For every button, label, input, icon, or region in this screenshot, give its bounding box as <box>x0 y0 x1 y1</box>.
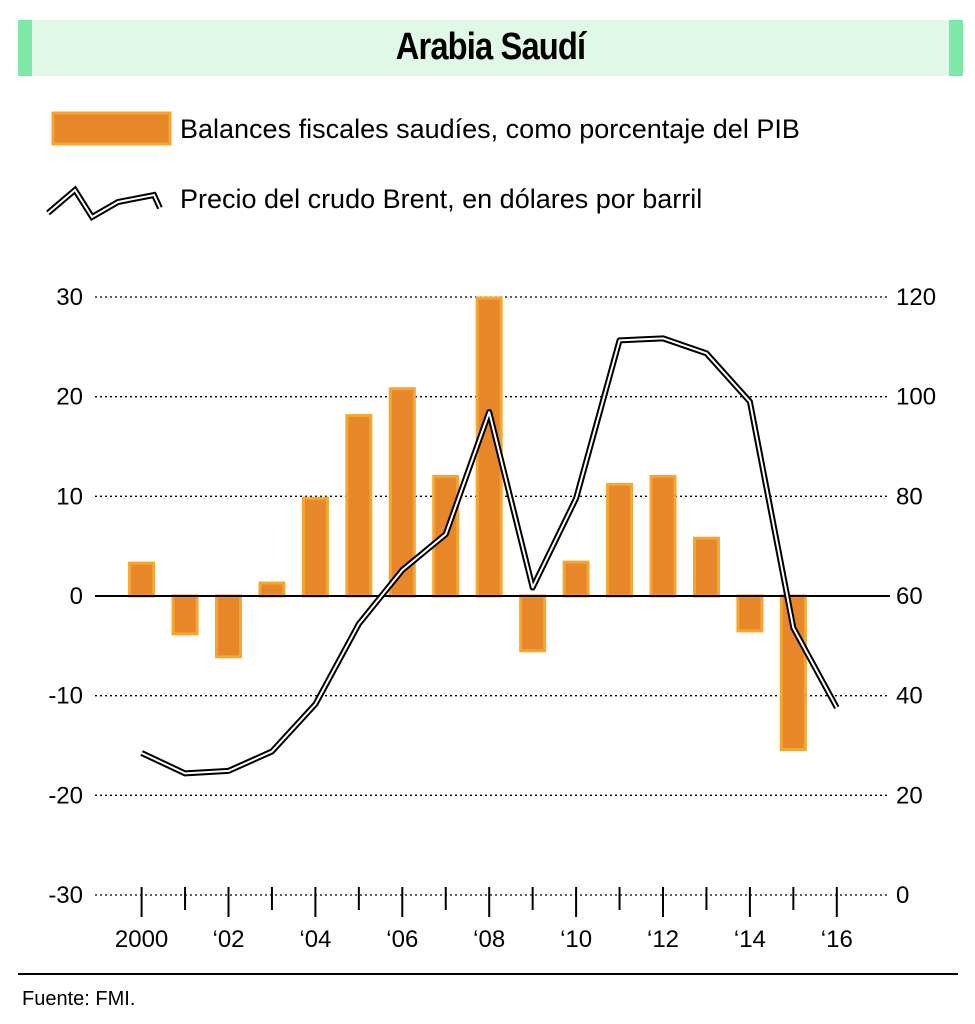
x-tick-label: ‘12 <box>647 926 679 953</box>
bar <box>301 496 329 598</box>
right-tick-label: 120 <box>896 284 936 311</box>
bar <box>128 561 156 598</box>
x-tick-label: ‘16 <box>821 926 853 953</box>
title-band-right-edge <box>949 20 963 76</box>
legend-bar-label: Balances fiscales saudíes, como porcenta… <box>180 114 800 144</box>
x-tick-label: ‘10 <box>560 926 592 953</box>
bar <box>649 474 677 598</box>
x-tick-label: 2000 <box>115 926 168 953</box>
bar <box>519 594 547 653</box>
x-tick-label: ‘06 <box>386 926 418 953</box>
bar <box>215 594 242 659</box>
bar-series <box>128 296 807 751</box>
left-tick-label: -20 <box>48 782 83 809</box>
x-tick-label: ‘02 <box>212 926 244 953</box>
bar <box>345 414 373 598</box>
left-tick-label: -30 <box>48 882 83 909</box>
line-series <box>140 335 840 777</box>
source-note: Fuente: FMI. <box>22 988 136 1010</box>
right-tick-label: 20 <box>896 782 923 809</box>
title-band: Arabia Saudí <box>18 20 963 76</box>
left-tick-label: 30 <box>56 284 83 311</box>
left-tick-label: -10 <box>48 683 83 710</box>
legend-bar-swatch <box>51 111 172 146</box>
chart-title: Arabia Saudí <box>395 26 586 68</box>
x-tick-label: ‘04 <box>299 926 331 953</box>
left-tick-label: 0 <box>70 583 83 610</box>
title-band-left-edge <box>18 20 32 76</box>
legend-line-swatch-outline <box>46 185 163 222</box>
right-tick-label: 100 <box>896 384 936 411</box>
bar <box>692 536 720 598</box>
brent-line <box>141 337 838 775</box>
bar <box>606 482 634 598</box>
bar <box>258 581 286 598</box>
x-tick-label: ‘08 <box>473 926 505 953</box>
left-axis: 30 20 10 0 -10 -20 -30 <box>48 284 83 909</box>
footer-rule <box>18 973 958 975</box>
left-tick-label: 20 <box>56 384 83 411</box>
x-axis: 2000 ‘02 ‘04 ‘06 ‘08 ‘10 ‘12 ‘14 ‘16 <box>115 887 853 953</box>
right-tick-label: 40 <box>896 683 923 710</box>
bar <box>562 560 590 598</box>
legend-line-swatch <box>47 188 161 219</box>
bar <box>171 594 199 636</box>
right-tick-label: 0 <box>896 882 909 909</box>
left-tick-label: 10 <box>56 483 83 510</box>
x-tick-label: ‘14 <box>734 926 766 953</box>
right-axis: 120 100 80 60 40 20 0 <box>896 284 936 909</box>
right-tick-label: 80 <box>896 483 923 510</box>
right-tick-label: 60 <box>896 583 923 610</box>
legend-line-label: Precio del crudo Brent, en dólares por b… <box>180 184 703 214</box>
bar <box>736 594 764 633</box>
